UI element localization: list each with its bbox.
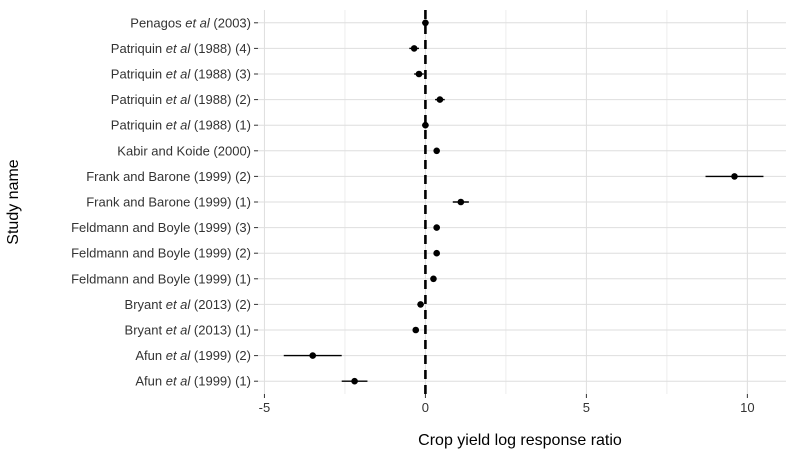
point-estimate <box>433 224 440 231</box>
x-tick-label: 5 <box>583 400 590 415</box>
study-label: Frank and Barone (1999) (2) <box>86 169 251 184</box>
x-axis-ticks: -5 0 5 10 <box>259 394 755 415</box>
study-label: Patriquin et al (1988) (2) <box>111 92 251 107</box>
point-estimate <box>309 352 317 359</box>
study-label: Penagos et al (2003) <box>130 15 251 30</box>
study-label: Feldmann and Boyle (1999) (3) <box>71 220 251 235</box>
study-label: Patriquin et al (1988) (4) <box>111 41 251 56</box>
study-label: Afun et al (1999) (2) <box>135 348 251 363</box>
study-label: Patriquin et al (1988) (3) <box>111 67 251 82</box>
gridlines <box>258 10 786 394</box>
point-estimate <box>436 96 444 103</box>
study-label: Bryant et al (2013) (1) <box>125 323 251 338</box>
point-estimate <box>430 275 437 283</box>
study-labels: Penagos et al (2003) Patriquin et al (198… <box>71 15 258 389</box>
point-estimate <box>410 45 418 52</box>
study-label: Feldmann and Boyle (1999) (2) <box>71 246 251 261</box>
point-estimate <box>351 377 358 385</box>
point-estimate <box>422 121 429 129</box>
point-estimate <box>422 19 429 27</box>
point-estimate <box>433 249 440 257</box>
study-label: Feldmann and Boyle (1999) (1) <box>71 271 251 286</box>
point-estimate <box>417 301 424 308</box>
study-label: Frank and Barone (1999) (1) <box>86 195 251 210</box>
study-estimates <box>283 19 764 385</box>
study-label: Kabir and Koide (2000) <box>117 143 251 158</box>
x-axis-title: Crop yield log response ratio <box>418 432 622 449</box>
y-axis-title: Study name <box>5 159 22 244</box>
point-estimate <box>433 147 440 155</box>
point-estimate <box>415 70 423 78</box>
x-tick-label: 10 <box>740 400 754 415</box>
point-estimate <box>412 326 420 334</box>
x-tick-label: -5 <box>259 400 271 415</box>
point-estimate <box>731 173 738 180</box>
study-label: Bryant et al (2013) (2) <box>125 297 251 312</box>
point-estimate <box>457 198 465 206</box>
x-tick-label: 0 <box>422 400 429 415</box>
study-label: Patriquin et al (1988) (1) <box>111 118 251 133</box>
study-label: Afun et al (1999) (1) <box>135 374 251 389</box>
